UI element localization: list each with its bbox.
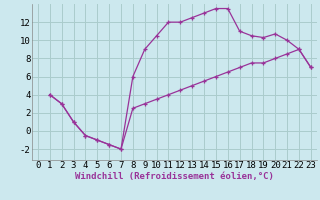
X-axis label: Windchill (Refroidissement éolien,°C): Windchill (Refroidissement éolien,°C) xyxy=(75,172,274,181)
